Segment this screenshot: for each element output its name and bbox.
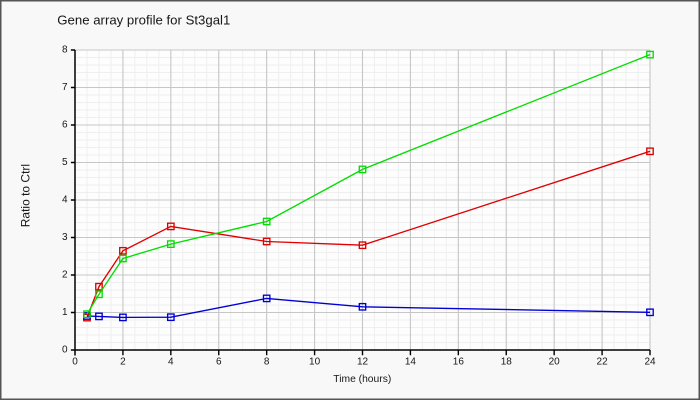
svg-text:7: 7: [62, 82, 68, 93]
svg-text:8: 8: [264, 356, 270, 367]
svg-text:18: 18: [501, 356, 513, 367]
svg-text:16: 16: [453, 356, 465, 367]
svg-text:Ratio to Ctrl: Ratio to Ctrl: [19, 164, 33, 227]
svg-text:20: 20: [549, 356, 561, 367]
svg-text:6: 6: [62, 119, 68, 130]
svg-text:10: 10: [309, 356, 321, 367]
svg-text:0: 0: [72, 356, 78, 367]
svg-text:2: 2: [62, 269, 68, 280]
svg-text:5: 5: [62, 157, 68, 168]
svg-text:Gene array profile for St3gal1: Gene array profile for St3gal1: [57, 13, 230, 28]
svg-text:24: 24: [644, 356, 656, 367]
svg-text:0: 0: [62, 344, 68, 355]
svg-text:2: 2: [120, 356, 126, 367]
svg-text:4: 4: [62, 194, 68, 205]
svg-text:6: 6: [216, 356, 222, 367]
svg-text:3: 3: [62, 232, 68, 243]
svg-text:8: 8: [62, 44, 68, 55]
svg-text:22: 22: [597, 356, 609, 367]
svg-text:12: 12: [357, 356, 369, 367]
svg-text:14: 14: [405, 356, 417, 367]
svg-text:4: 4: [168, 356, 174, 367]
svg-text:Time (hours): Time (hours): [333, 374, 391, 385]
svg-text:1: 1: [62, 307, 68, 318]
